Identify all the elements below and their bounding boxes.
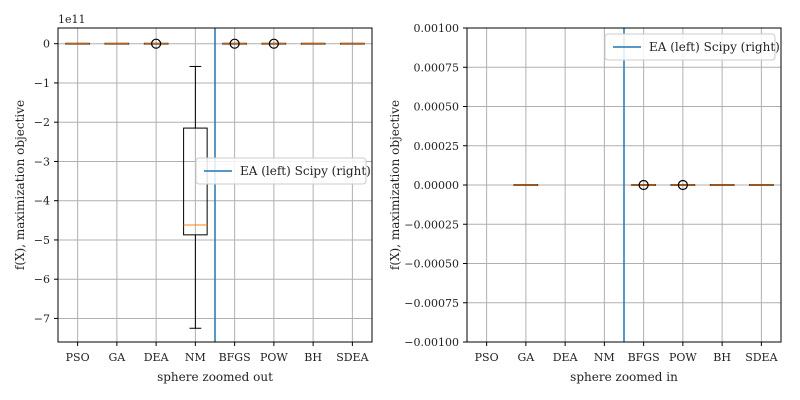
x-tick-label: SDEA <box>336 351 369 364</box>
box-BFGS <box>222 38 247 49</box>
legend: EA (left) Scipy (right) <box>195 157 371 185</box>
x-tick-label: BFGS <box>628 351 660 364</box>
box-PSO <box>65 42 90 45</box>
y-tick-label: −2 <box>34 116 50 129</box>
y-tick-label: 0.00100 <box>414 22 460 35</box>
x-tick-label: PSO <box>66 351 90 364</box>
y-tick-label: 0.00025 <box>414 140 460 153</box>
box-BFGS <box>631 179 656 191</box>
flier-point <box>638 179 649 191</box>
box-BH <box>709 184 735 186</box>
box-POW <box>261 38 287 49</box>
y-tick-label: 0 <box>43 38 50 51</box>
x-tick-label: NM <box>594 351 615 364</box>
legend-label: EA (left) Scipy (right) <box>649 40 780 54</box>
x-tick-label: DEA <box>144 351 170 364</box>
box-BH <box>300 42 326 45</box>
y-tick-label: −0.00100 <box>404 336 459 349</box>
flier-point <box>677 179 688 191</box>
box-GA <box>513 184 539 186</box>
legend-label: EA (left) Scipy (right) <box>240 164 371 178</box>
y-axis-label: f(X), maximization objective <box>388 100 402 270</box>
box-GA <box>104 42 130 45</box>
legend: EA (left) Scipy (right) <box>604 33 780 61</box>
y-tick-label: −0.00050 <box>404 258 459 271</box>
x-tick-label: GA <box>518 351 536 364</box>
box-SDEA <box>749 184 774 186</box>
box-POW <box>670 179 696 191</box>
x-tick-label: BFGS <box>219 351 251 364</box>
y-tick-label: −0.00075 <box>404 297 459 310</box>
x-tick-label: POW <box>669 351 697 364</box>
y-tick-label: −7 <box>34 312 50 325</box>
x-tick-label: BH <box>713 351 731 364</box>
x-tick-label: PSO <box>475 351 499 364</box>
flier-point <box>229 38 240 49</box>
y-tick-label: −0.00025 <box>404 218 459 231</box>
legend-box <box>604 33 776 61</box>
x-tick-label: NM <box>185 351 206 364</box>
x-tick-label: POW <box>260 351 288 364</box>
x-tick-label: DEA <box>553 351 579 364</box>
axes-frame <box>57 27 373 343</box>
y-tick-label: 0.00000 <box>414 179 460 192</box>
x-tick-label: SDEA <box>745 351 778 364</box>
chart-right: PSO GA DEA NM BFGS POW BH SDEA 0.00100 0.00075 0.0… <box>388 22 782 384</box>
flier-point <box>151 38 162 49</box>
x-tick-label: BH <box>304 351 322 364</box>
box-DEA <box>143 38 169 49</box>
y-exponent-label: 1e11 <box>58 13 86 26</box>
y-tick-label: −4 <box>34 195 50 208</box>
box-SDEA <box>340 42 365 45</box>
x-axis-label: sphere zoomed in <box>570 370 678 384</box>
y-tick-label: −1 <box>34 77 50 90</box>
y-axis-label: f(X), maximization objective <box>13 100 27 270</box>
y-tick-label: −6 <box>34 273 50 286</box>
y-tick-label: 0.00075 <box>414 61 460 74</box>
legend-box <box>195 157 367 185</box>
x-axis-label: sphere zoomed out <box>157 370 273 384</box>
y-tick-label: −3 <box>34 155 50 168</box>
y-tick-label: −5 <box>34 234 50 247</box>
x-tick-label: GA <box>109 351 127 364</box>
chart-left: PSO GA DEA NM BFGS POW BH SDEA 0 −1 −2 −3 −4 −5 −6 −7 1e… <box>13 13 373 384</box>
flier-point <box>268 38 279 49</box>
y-tick-label: 0.00050 <box>414 101 460 114</box>
